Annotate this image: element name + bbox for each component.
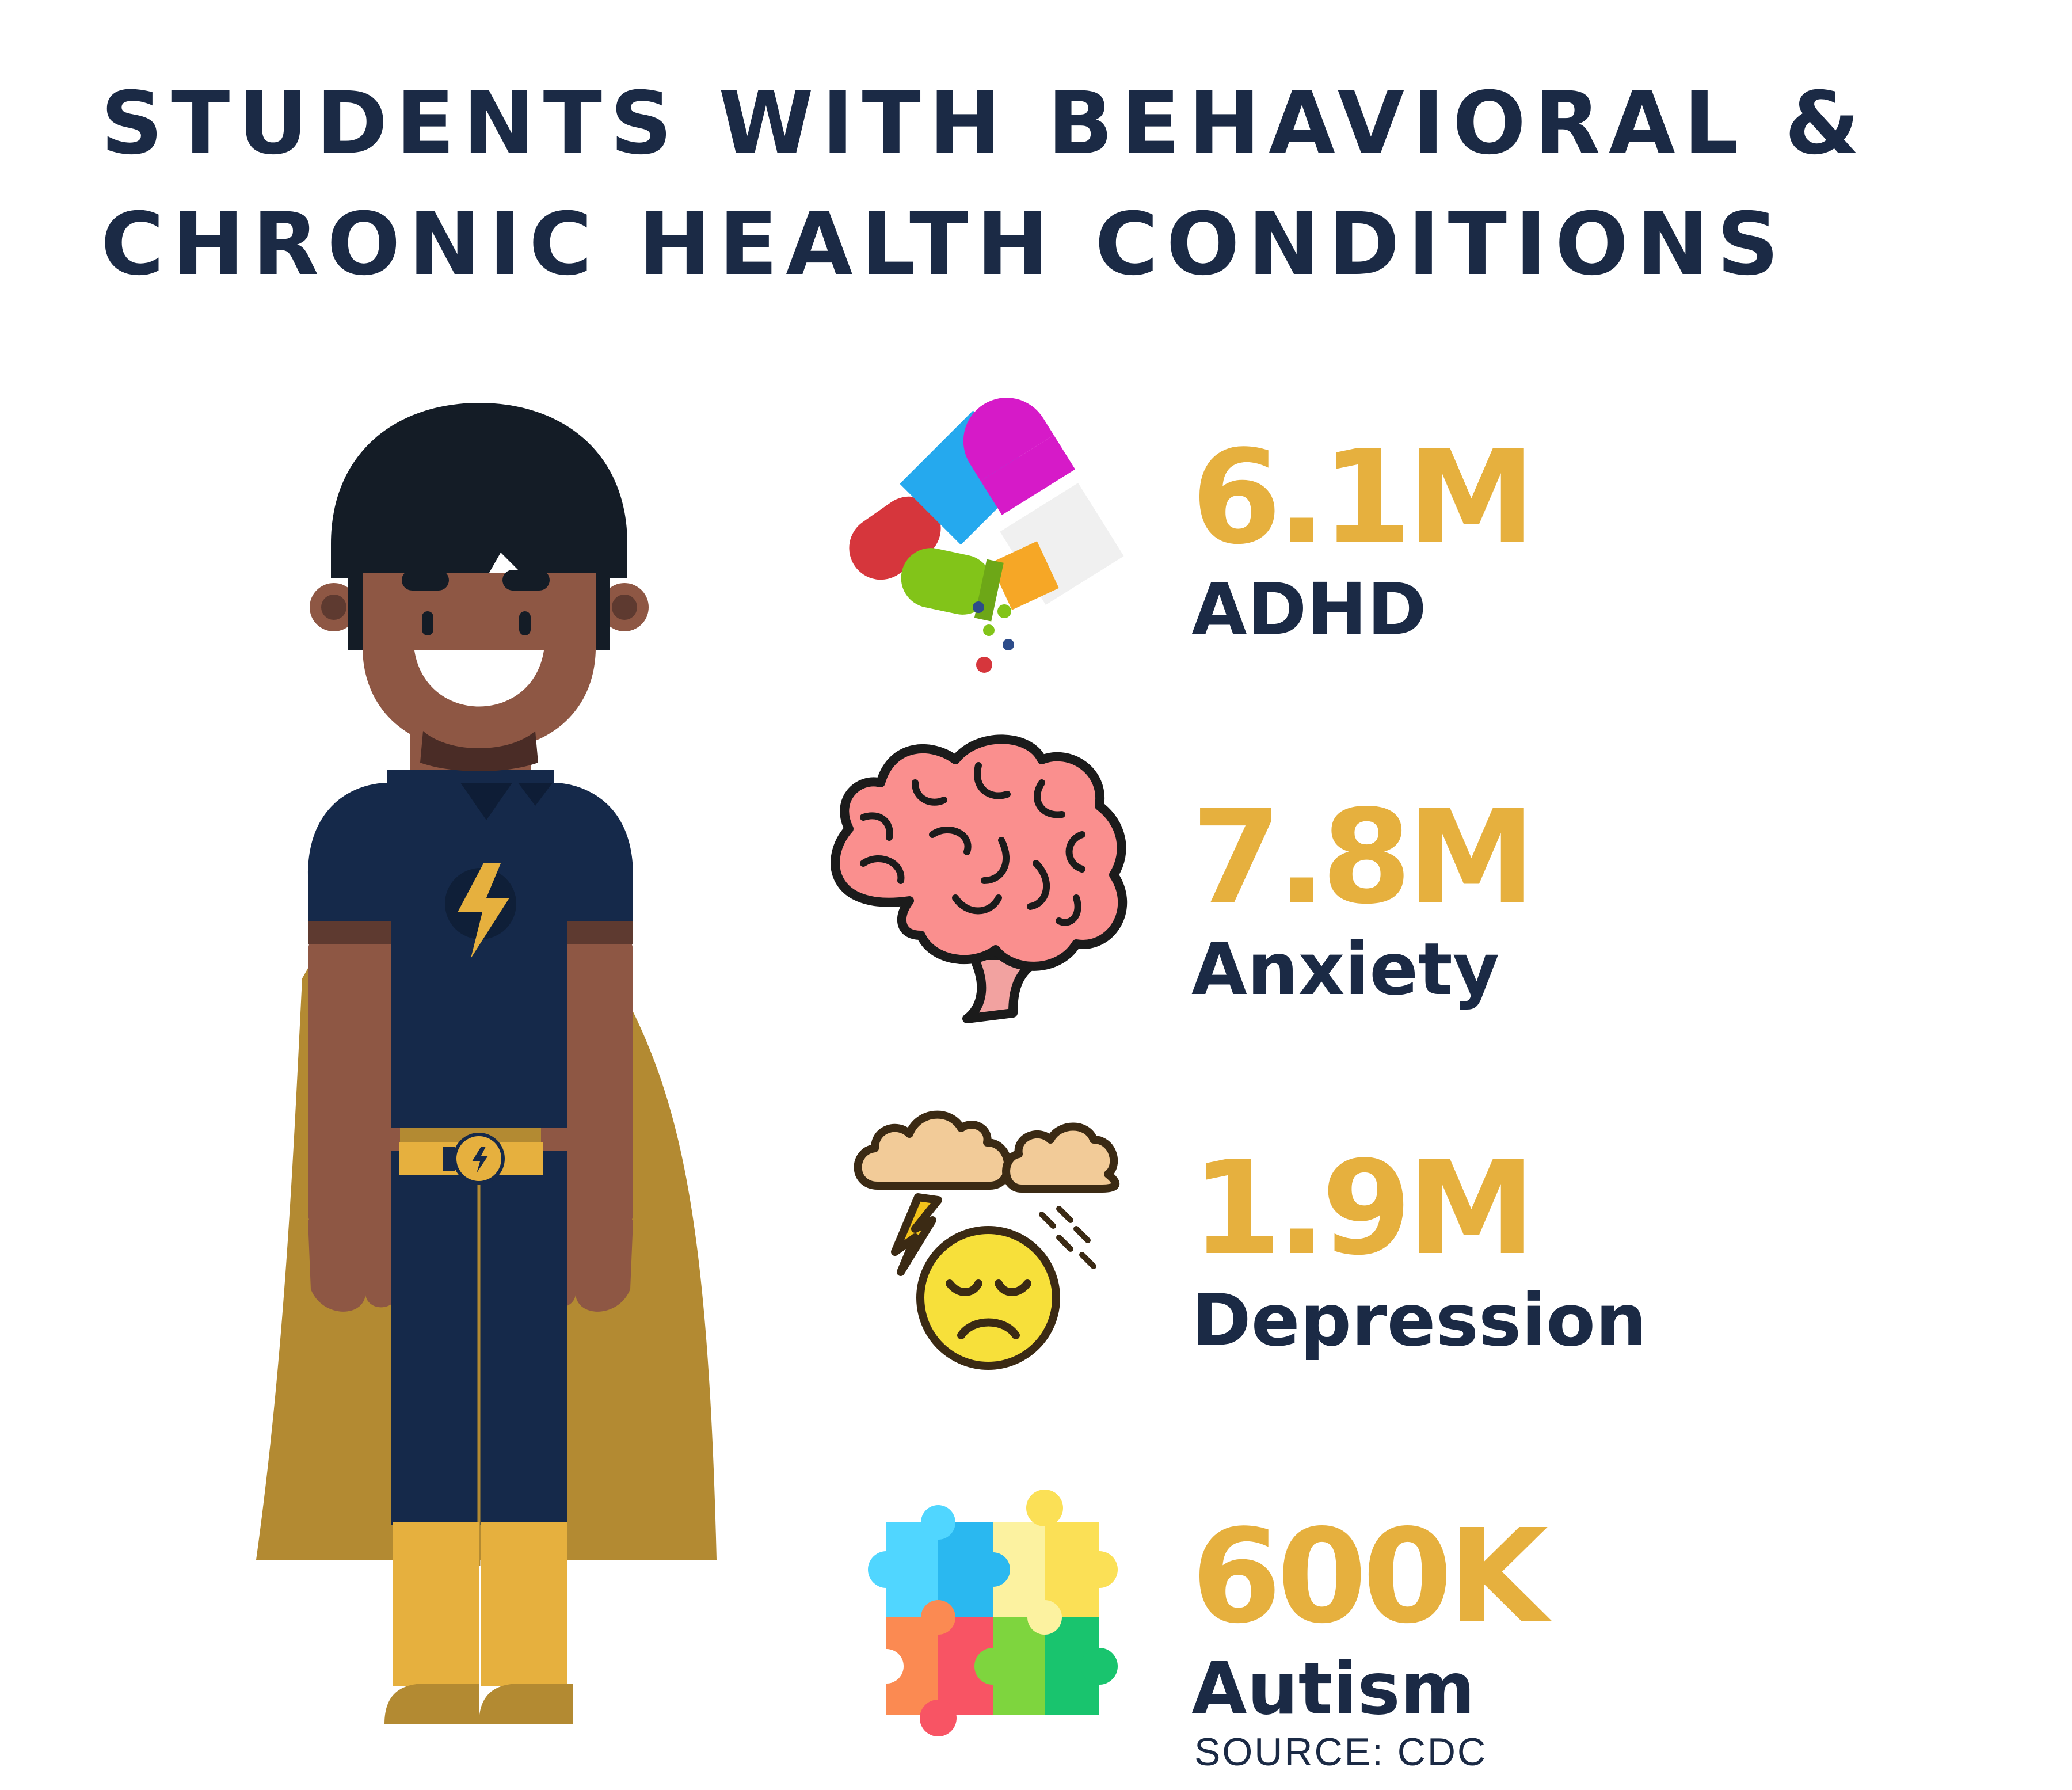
title-line-1: STUDENTS WITH BEHAVIORAL &	[101, 74, 1868, 174]
puzzle-pieces-icon	[868, 1490, 1118, 1736]
stat-label: ADHD	[1191, 568, 1427, 652]
stat-label: Depression	[1191, 1279, 1647, 1362]
stat-adhd: 6.1M ADHD	[1191, 422, 1536, 652]
storm-cloud-sad-face-icon	[854, 1110, 1119, 1370]
source-note: SOURCE: CDC	[1194, 1730, 1488, 1774]
stat-autism: 600K Autism	[1191, 1502, 1548, 1731]
stat-anxiety: 7.8M Anxiety	[1191, 782, 1536, 1011]
stat-value: 6.1M	[1191, 422, 1536, 573]
pills-icon	[849, 398, 1124, 673]
smile	[414, 650, 544, 707]
brain-icon	[831, 734, 1128, 1023]
stat-value: 600K	[1191, 1502, 1548, 1652]
shirt	[308, 783, 633, 1128]
stat-value: 7.8M	[1191, 782, 1536, 933]
stat-label: Autism	[1191, 1647, 1475, 1731]
head	[310, 403, 649, 771]
boots	[384, 1522, 573, 1724]
page-title: STUDENTS WITH BEHAVIORAL & CHRONIC HEALT…	[101, 63, 2000, 305]
superhero-illustration	[256, 403, 717, 1724]
stat-label: Anxiety	[1191, 928, 1500, 1011]
stat-value: 1.9M	[1191, 1133, 1536, 1284]
hair	[331, 403, 627, 650]
lightning-emblem	[445, 863, 516, 958]
stat-depression: 1.9M Depression	[1191, 1140, 1647, 1361]
belt	[399, 1133, 543, 1185]
title-line-2: CHRONIC HEALTH CONDITIONS	[101, 195, 1787, 295]
